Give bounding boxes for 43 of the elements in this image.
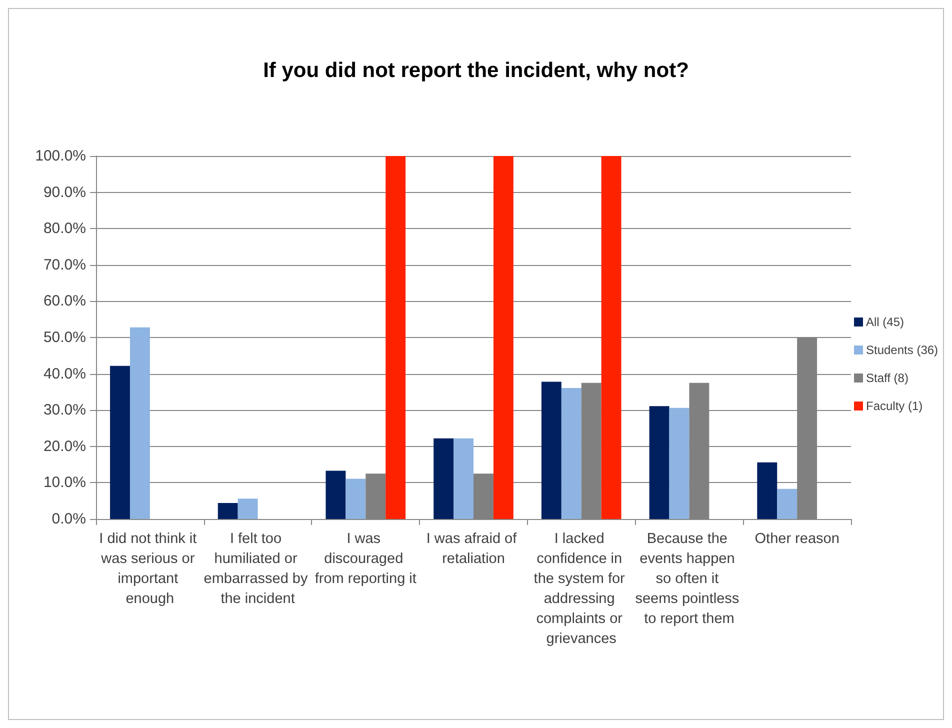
legend-label: Students (36) [866, 343, 938, 357]
bar [130, 327, 150, 519]
bar [493, 156, 514, 519]
y-tick-label: 30.0% [43, 402, 86, 419]
bar [777, 488, 798, 519]
bar [346, 478, 366, 519]
bar [649, 406, 670, 519]
bar [218, 503, 238, 519]
bar [454, 438, 474, 519]
y-tick-label: 40.0% [43, 365, 86, 382]
y-tick-label: 60.0% [43, 292, 86, 310]
bar [434, 438, 454, 519]
bar [366, 474, 386, 519]
x-tick-label: I felt too humiliated or embarrassed by the incident [204, 531, 312, 607]
legend-label: Faculty (1) [866, 399, 923, 413]
y-tick-label: 80.0% [43, 220, 86, 238]
x-tick-label: Because the events happen so often it seems pointless to report them [635, 531, 744, 627]
y-tick-label: 100.0% [35, 148, 86, 164]
x-tick-label: I lacked confidence in the system for addressing complaints or grievances [534, 531, 629, 647]
y-tick-label: 20.0% [43, 438, 86, 455]
x-tick-label: Other reason [754, 531, 840, 547]
bar [581, 382, 602, 519]
x-tick-label: I did not think it was serious or important enough [99, 531, 201, 607]
bar [386, 156, 406, 519]
x-tick-label: I was discouraged from reporting it [314, 531, 416, 587]
y-tick-label: 10.0% [43, 474, 86, 492]
legend-label: All (45) [866, 315, 904, 329]
y-tick-label: 90.0% [43, 184, 86, 201]
bar [561, 388, 582, 519]
bar [757, 462, 778, 519]
bar [110, 366, 130, 519]
bar [326, 470, 346, 519]
bar [669, 408, 690, 519]
bar [238, 498, 258, 519]
chart-title: If you did not report the incident, why not? [263, 59, 689, 82]
legend-label: Staff (8) [866, 371, 908, 385]
bar [474, 474, 494, 519]
y-tick-label: 70.0% [43, 256, 86, 274]
x-tick-label: I was afraid of retaliation [426, 531, 521, 567]
y-tick-label: 0.0% [52, 510, 86, 528]
y-tick-label: 50.0% [43, 329, 86, 346]
bar [601, 156, 622, 519]
bar [541, 382, 562, 519]
